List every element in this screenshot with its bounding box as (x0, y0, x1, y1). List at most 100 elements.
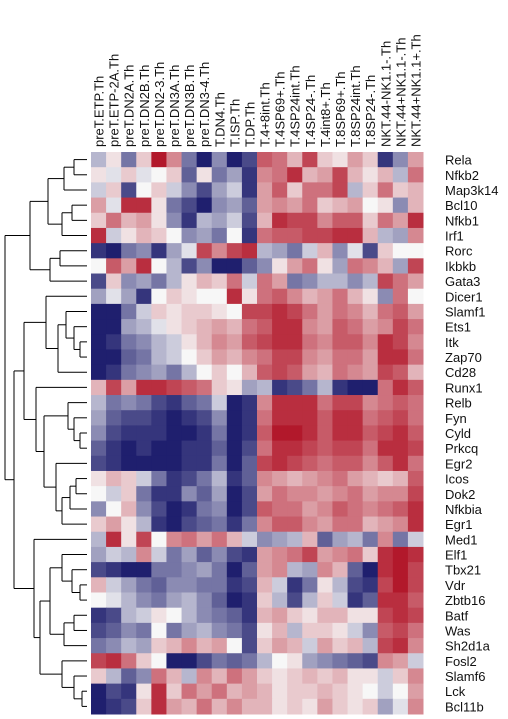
heatmap-cell (151, 577, 167, 593)
heatmap-cell (362, 273, 379, 290)
heatmap-cell (196, 470, 213, 487)
heatmap-cell (377, 182, 394, 199)
heatmap-cell (287, 653, 303, 669)
heatmap-cell (272, 197, 288, 214)
heatmap-cell (302, 622, 318, 639)
heatmap-cell (136, 395, 152, 411)
heatmap-cell (166, 577, 183, 593)
heatmap-cell (181, 243, 198, 259)
heatmap-cell (106, 562, 122, 578)
heatmap-cell (151, 501, 167, 518)
heatmap-cell (317, 319, 333, 335)
heatmap-cell (166, 364, 183, 381)
heatmap-cell (151, 167, 167, 183)
heatmap-cell (302, 379, 318, 396)
heatmap-cell (151, 182, 167, 199)
row-label: Slamf1 (445, 304, 485, 319)
heatmap-cell (91, 364, 107, 381)
heatmap-cell (257, 395, 273, 411)
heatmap-cell (211, 516, 228, 533)
column-label: T.8SP24-.Th (363, 75, 378, 147)
heatmap-cell (91, 455, 107, 472)
heatmap-cell (196, 197, 213, 214)
heatmap-cell (121, 470, 137, 487)
heatmap-cell (226, 334, 243, 350)
heatmap-cell (257, 698, 273, 715)
heatmap-cell (392, 653, 409, 669)
heatmap-cell (257, 577, 273, 593)
heatmap-cell (362, 486, 379, 502)
heatmap-cell (272, 349, 288, 366)
heatmap-cell (377, 258, 394, 275)
heatmap-cell (377, 273, 394, 290)
heatmap-cell (332, 288, 349, 305)
row-label: Nfkb1 (445, 213, 479, 228)
heatmap-cell (166, 470, 183, 487)
heatmap-cell (166, 227, 183, 244)
heatmap-cell (347, 698, 364, 715)
heatmap-cell (226, 516, 243, 533)
heatmap-cell (166, 288, 183, 305)
heatmap-cell (241, 470, 258, 487)
heatmap-cell (392, 364, 409, 381)
heatmap-cell (347, 410, 364, 426)
heatmap-cell (151, 592, 167, 609)
heatmap-cell (91, 486, 107, 502)
heatmap-cell (332, 379, 349, 396)
heatmap-cell (211, 470, 228, 487)
heatmap-cell (151, 638, 167, 654)
heatmap-cell (196, 227, 213, 244)
heatmap-cell (241, 638, 258, 654)
heatmap-cell (347, 638, 364, 654)
heatmap-cell (347, 668, 364, 685)
heatmap-cell (347, 182, 364, 199)
heatmap-cell (332, 698, 349, 715)
heatmap-cell (196, 607, 213, 624)
heatmap-cell (226, 638, 243, 654)
heatmap-cell (91, 288, 107, 305)
heatmap-cell (211, 486, 228, 502)
heatmap-cell (91, 668, 107, 685)
row-label: Bcl11b (445, 699, 484, 714)
heatmap-cell (196, 668, 213, 685)
heatmap-cell (332, 303, 349, 320)
heatmap-cell (211, 668, 228, 685)
heatmap-cell (226, 273, 243, 290)
heatmap-cell (166, 607, 183, 624)
row-label: Nfkb2 (445, 168, 479, 183)
heatmap-cell (407, 410, 424, 426)
heatmap-cell (377, 319, 394, 335)
heatmap-cell (91, 501, 107, 518)
heatmap-cell (392, 577, 409, 593)
heatmap-cell (407, 577, 424, 593)
heatmap-cell (272, 516, 288, 533)
heatmap-cell (407, 303, 424, 320)
heatmap-cell (347, 395, 364, 411)
heatmap-cell (211, 531, 228, 548)
heatmap-cell (91, 577, 107, 593)
heatmap-cell (151, 364, 167, 381)
heatmap-cell (257, 334, 273, 350)
row-dendrogram (4, 159, 87, 707)
heatmap-cell (392, 303, 409, 320)
heatmap-cell (106, 516, 122, 533)
heatmap-cell (377, 546, 394, 563)
heatmap-cell (377, 698, 394, 715)
heatmap-cell (302, 182, 318, 199)
heatmap-cell (317, 698, 333, 715)
heatmap-cell (362, 227, 379, 244)
heatmap-cell (347, 577, 364, 593)
heatmap-cell (302, 258, 318, 275)
heatmap-cell (181, 622, 198, 639)
heatmap-cell (362, 440, 379, 457)
heatmap-cell (332, 546, 349, 563)
heatmap-cell (332, 197, 349, 214)
heatmap-cell (211, 273, 228, 290)
heatmap-cell (136, 653, 152, 669)
heatmap-cell (91, 516, 107, 533)
heatmap-cell (347, 486, 364, 502)
heatmap-cell (257, 622, 273, 639)
heatmap-cell (362, 668, 379, 685)
heatmap-cell (332, 440, 349, 457)
heatmap-cell (317, 440, 333, 457)
